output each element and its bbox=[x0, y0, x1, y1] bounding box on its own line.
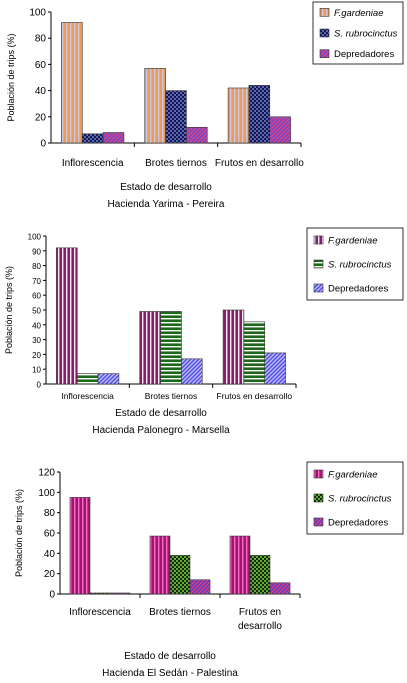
bar-f-gardeniae bbox=[222, 309, 245, 385]
y-tick-label: 60 bbox=[44, 529, 56, 540]
bar-f-gardeniae bbox=[69, 497, 91, 595]
y-tick-label: 80 bbox=[35, 34, 47, 45]
chart-location-caption: Hacienda El Sedán - Palestina bbox=[102, 668, 238, 678]
y-tick-label: 100 bbox=[38, 488, 55, 499]
y-tick-label: 90 bbox=[32, 247, 41, 256]
y-tick-label: 100 bbox=[29, 8, 46, 19]
bar-s-rubrocinctus bbox=[248, 85, 271, 144]
x-tick-label: Frutos en desarrollo bbox=[215, 158, 304, 169]
y-tick-label: 10 bbox=[32, 366, 41, 375]
y-tick-label: 40 bbox=[44, 549, 56, 560]
x-tick-label: Frutos en bbox=[239, 607, 281, 618]
legend-label: F.gardeniae bbox=[334, 8, 383, 19]
bar-f-gardeniae bbox=[229, 535, 251, 595]
chart-location-caption: Hacienda Palonegro - Marsella bbox=[92, 425, 230, 436]
bar-f-gardeniae bbox=[149, 535, 171, 595]
y-tick-label: 50 bbox=[32, 307, 41, 316]
legend-swatch bbox=[313, 493, 324, 503]
bar-s-rubrocinctus bbox=[81, 133, 104, 144]
y-tick-label: 80 bbox=[44, 508, 56, 519]
legend: F.gardeniae S. rubrocinctus Depredadores bbox=[306, 461, 404, 535]
y-axis-label: Población de trips (%) bbox=[14, 489, 24, 577]
y-tick-label: 20 bbox=[32, 351, 41, 360]
y-tick-label: 40 bbox=[35, 86, 47, 97]
legend-label: S. rubrocinctus bbox=[328, 494, 392, 505]
legend: F.gardeniae S. rubrocinctus Depredadores bbox=[312, 1, 404, 65]
y-tick-label: 20 bbox=[44, 569, 56, 580]
x-tick-label: Brotes tiernos bbox=[149, 607, 211, 618]
legend-label: S. rubrocinctus bbox=[328, 260, 392, 271]
bar-s-rubrocinctus bbox=[76, 373, 99, 385]
y-tick-label: 40 bbox=[32, 321, 41, 330]
bar-f-gardeniae bbox=[227, 87, 250, 144]
y-tick-label: 120 bbox=[38, 468, 55, 479]
x-tick-label: desarrollo bbox=[238, 621, 282, 632]
legend-swatch bbox=[313, 517, 324, 527]
legend-swatch bbox=[313, 259, 324, 269]
y-tick-label: 60 bbox=[35, 60, 47, 71]
legend-swatch bbox=[313, 283, 324, 293]
bar-depredadores bbox=[269, 116, 291, 144]
y-tick-label: 0 bbox=[37, 381, 42, 390]
y-tick-label: 100 bbox=[28, 233, 42, 242]
x-axis-label: Estado de desarrollo bbox=[120, 182, 212, 193]
chart-2: 0 10 20 30 40 50 60 70 80 90 100 Inflorescencia Brot… bbox=[4, 227, 404, 436]
bar-depredadores bbox=[186, 126, 208, 144]
bar-depredadores bbox=[269, 582, 291, 595]
bar-f-gardeniae bbox=[56, 247, 78, 385]
legend-label: F.gardeniae bbox=[328, 470, 377, 481]
y-tick-label: 70 bbox=[32, 277, 41, 286]
legend-label: S. rubrocinctus bbox=[334, 29, 398, 40]
chart-1: 0 20 40 60 80 100 Inflorescencia Brotes tiernos… bbox=[6, 1, 404, 210]
bar-depredadores bbox=[264, 352, 286, 385]
bar-f-gardeniae bbox=[144, 68, 166, 144]
bar-depredadores bbox=[189, 579, 211, 595]
legend-label: Depredadores bbox=[328, 518, 388, 529]
legend-swatch bbox=[313, 235, 324, 245]
x-tick-label: Inflorescencia bbox=[62, 158, 124, 169]
legend-swatch bbox=[319, 28, 330, 38]
y-tick-label: 0 bbox=[40, 139, 46, 150]
x-axis-label: Estado de desarrollo bbox=[124, 651, 216, 662]
bar-s-rubrocinctus bbox=[160, 311, 182, 385]
x-tick-label: Inflorescencia bbox=[61, 391, 114, 401]
bar-depredadores bbox=[102, 132, 125, 144]
legend-label: Depredadores bbox=[328, 284, 388, 295]
x-tick-label: Inflorescencia bbox=[69, 607, 131, 618]
x-tick-label: Frutos en desarrollo bbox=[217, 391, 293, 401]
bar-s-rubrocinctus bbox=[243, 321, 266, 385]
legend: F.gardeniae S. rubrocinctus Depredadores bbox=[306, 227, 404, 301]
chart-3: 0 20 40 60 80 100 120 Inflorescencia Brotes tier… bbox=[14, 461, 404, 679]
bar-depredadores bbox=[97, 373, 120, 385]
legend-label: Depredadores bbox=[334, 49, 394, 60]
y-tick-label: 20 bbox=[35, 112, 47, 123]
y-tick-label: 60 bbox=[32, 292, 41, 301]
bar-s-rubrocinctus bbox=[169, 555, 191, 595]
bar-depredadores bbox=[181, 358, 203, 385]
y-tick-label: 30 bbox=[32, 336, 41, 345]
bar-s-rubrocinctus bbox=[89, 592, 111, 595]
bar-s-rubrocinctus bbox=[165, 90, 187, 144]
y-axis-label: Población de trips (%) bbox=[4, 266, 14, 354]
y-axis-label: Población de trips (%) bbox=[6, 33, 16, 121]
legend-label: F.gardeniae bbox=[328, 236, 377, 247]
y-tick-label: 80 bbox=[32, 262, 41, 271]
x-tick-label: Brotes tiernos bbox=[145, 391, 197, 401]
legend-swatch bbox=[313, 469, 324, 479]
bar-f-gardeniae bbox=[139, 311, 161, 385]
x-axis-label: Estado de desarrollo bbox=[115, 408, 207, 419]
bar-s-rubrocinctus bbox=[249, 555, 271, 595]
bar-depredadores bbox=[109, 592, 131, 595]
bar-f-gardeniae bbox=[61, 22, 83, 144]
y-tick-label: 0 bbox=[49, 590, 55, 601]
legend-swatch bbox=[319, 8, 330, 17]
chart-location-caption: Hacienda Yarima - Pereira bbox=[108, 199, 225, 210]
legend-swatch bbox=[319, 49, 330, 58]
x-tick-label: Brotes tiernos bbox=[145, 158, 207, 169]
